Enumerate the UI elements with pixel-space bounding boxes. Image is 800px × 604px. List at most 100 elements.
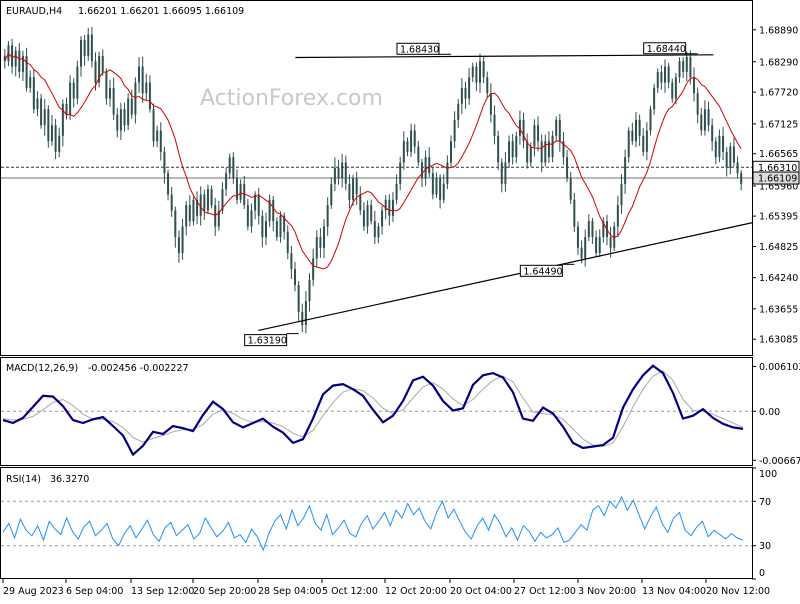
candle-body xyxy=(442,183,445,200)
candle-body xyxy=(674,77,677,99)
candle-body xyxy=(43,109,46,126)
candle-body xyxy=(188,205,191,222)
annotation-label: 1.68440 xyxy=(647,44,686,55)
candle-body xyxy=(431,173,434,195)
candle-body xyxy=(61,103,64,136)
candle-body xyxy=(232,157,235,179)
candle-body xyxy=(315,237,318,259)
rsi-tick-label: 30 xyxy=(759,541,771,552)
candle-body xyxy=(381,210,384,227)
candle-body xyxy=(718,135,721,158)
candle-body xyxy=(326,205,329,227)
time-tick-label: 12 Oct 20:00 xyxy=(385,586,447,597)
candle-body xyxy=(105,71,108,99)
candle-body xyxy=(127,98,130,126)
price-tag-label: 1.66310 xyxy=(758,163,797,174)
time-tick-label: 27 Oct 12:00 xyxy=(514,586,576,597)
candle-body xyxy=(308,279,311,302)
candle-body xyxy=(540,141,543,163)
candle-body xyxy=(261,215,264,238)
annotation-box xyxy=(396,42,440,55)
candle-body xyxy=(576,226,579,248)
candle-body xyxy=(185,205,188,227)
candle-body xyxy=(598,237,601,254)
candle-body xyxy=(562,141,565,158)
candle-body xyxy=(206,189,209,211)
candle-body xyxy=(642,135,645,152)
candle-body xyxy=(486,77,489,94)
time-tick-label: 6 Sep 04:00 xyxy=(66,586,123,597)
candle-body xyxy=(740,173,743,184)
candle-body xyxy=(508,141,511,163)
candle-body xyxy=(479,61,482,83)
rsi-panel-frame xyxy=(0,467,753,579)
candle-body xyxy=(475,66,478,83)
candle-body xyxy=(573,199,576,227)
candle-body xyxy=(406,141,409,152)
candle-body xyxy=(493,114,496,136)
candle-body xyxy=(693,77,696,94)
candle-body xyxy=(130,98,133,115)
time-tick-label: 5 Oct 12:00 xyxy=(322,586,378,597)
price-tick-label: 1.64825 xyxy=(759,242,798,253)
candle-body xyxy=(217,210,220,227)
price-tick-label: 1.66565 xyxy=(759,149,798,160)
candle-body xyxy=(435,178,438,195)
candle-body xyxy=(522,119,525,142)
candle-body xyxy=(119,109,122,131)
candle-body xyxy=(323,226,326,248)
candle-body xyxy=(428,157,431,174)
annotation-label: 1.68430 xyxy=(400,44,439,55)
candle-body xyxy=(537,125,540,142)
candle-body xyxy=(457,103,460,120)
candle-body xyxy=(362,210,365,227)
candle-body xyxy=(40,98,43,126)
candle-body xyxy=(283,215,286,232)
candle-body xyxy=(489,93,492,115)
candle-body xyxy=(685,56,688,72)
candle-body xyxy=(660,71,663,83)
candle-body xyxy=(413,130,416,147)
candle-body xyxy=(645,130,648,152)
candle-body xyxy=(50,125,53,142)
candle-body xyxy=(616,205,619,227)
candle-body xyxy=(439,178,442,200)
candle-body xyxy=(341,162,344,179)
candle-body xyxy=(257,194,260,216)
candle-body xyxy=(112,87,115,115)
candle-body xyxy=(449,141,452,163)
candle-body xyxy=(471,66,474,78)
candle-body xyxy=(725,151,728,168)
candle-body xyxy=(634,119,637,142)
candle-body xyxy=(624,157,627,184)
time-tick-label: 29 Aug 2023 xyxy=(3,586,64,597)
time-tick-label: 20 Oct 04:00 xyxy=(450,586,512,597)
candle-body xyxy=(279,215,282,238)
candle-body xyxy=(250,210,253,227)
candle-body xyxy=(468,77,471,99)
candle-body xyxy=(696,93,699,115)
candle-body xyxy=(170,194,173,211)
candle-body xyxy=(700,114,703,131)
candle-body xyxy=(671,82,674,99)
candle-body xyxy=(221,189,224,211)
candle-body xyxy=(294,269,297,286)
candle-body xyxy=(736,162,739,174)
candle-body xyxy=(210,189,213,206)
candle-body xyxy=(547,141,550,158)
candle-body xyxy=(664,66,667,83)
candle-body xyxy=(711,125,714,142)
candle-body xyxy=(424,157,427,179)
candle-body xyxy=(703,109,706,131)
candle-body xyxy=(656,71,659,88)
candle-body xyxy=(649,109,652,131)
candle-body xyxy=(54,125,57,152)
candle-body xyxy=(460,87,463,104)
macd-tick-label: 0.006103 xyxy=(759,362,800,373)
candle-body xyxy=(714,141,717,158)
macd-axis: 0.006103 0.00 -0.006679 xyxy=(1,362,800,467)
annotation-box xyxy=(643,42,687,55)
candle-body xyxy=(638,119,641,136)
